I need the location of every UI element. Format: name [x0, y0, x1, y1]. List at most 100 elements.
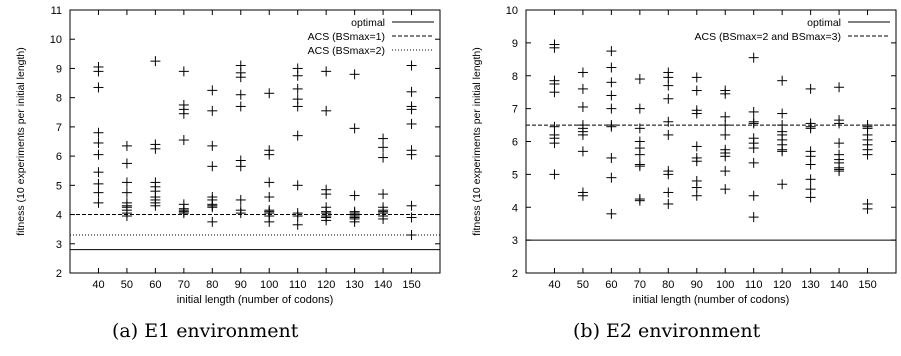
c1-point-0-9	[549, 169, 560, 180]
c1-point-1-0	[577, 67, 588, 78]
c0-ytick-label-3: 5	[56, 180, 62, 192]
c1-point-3-2	[634, 123, 645, 134]
c1-point-7-3	[748, 118, 759, 129]
c0-point-11-6	[406, 149, 417, 160]
c1-point-1-1	[577, 83, 588, 94]
c1-point-7-9	[748, 212, 759, 223]
c0-xtick-label-10: 140	[374, 279, 392, 291]
c1-point-3-9	[634, 195, 645, 206]
c0-point-10-9	[378, 213, 389, 224]
c0-point-9-0	[349, 69, 360, 80]
c0-point-0-6	[93, 167, 104, 178]
c0-point-1-3	[121, 187, 132, 198]
c0-point-5-9	[235, 208, 246, 219]
c1-point-2-9	[606, 208, 617, 219]
c1-ytick-label-3: 5	[512, 169, 518, 181]
c1-xtick-label-0: 40	[548, 279, 560, 291]
c1-point-9-9	[805, 192, 816, 203]
c1-xtick-label-10: 140	[830, 279, 848, 291]
c0-ytick-label-5: 7	[56, 122, 62, 134]
c1-ytick-label-1: 3	[512, 235, 518, 247]
c1-ytick-label-8: 10	[506, 5, 518, 17]
c1-point-5-3	[691, 108, 702, 119]
c1-point-7-6	[748, 143, 759, 154]
c1-xtick-label-4: 80	[662, 279, 674, 291]
c0-point-11-8	[406, 212, 417, 223]
c0-point-0-3	[93, 127, 104, 138]
c0-point-0-4	[93, 137, 104, 148]
c1-point-5-6	[691, 156, 702, 167]
c0-ytick-label-2: 4	[56, 210, 62, 222]
c0-xtick-label-5: 90	[235, 279, 247, 291]
c1-point-4-2	[663, 80, 674, 91]
chart-e1: 2 3 4 5 6 7 8 9 10 11 40 50 60 70 80 90 100 110 120 130 140 1…	[15, 5, 441, 306]
c1-point-1-6	[577, 129, 588, 140]
c0-point-5-4	[235, 101, 246, 112]
c0-point-6-2	[264, 149, 275, 160]
c0-point-0-7	[93, 178, 104, 189]
c1-xtick-label-11: 150	[858, 279, 876, 291]
c1-point-8-9	[777, 179, 788, 190]
c0-xtick-label-11: 150	[402, 279, 420, 291]
c0-point-4-1	[207, 105, 218, 116]
c0-point-7-2	[292, 83, 303, 94]
c1-point-8-1	[777, 108, 788, 119]
c0-point-8-0	[321, 66, 332, 77]
c0-point-4-8	[207, 202, 218, 213]
c0-point-5-7	[235, 194, 246, 205]
c1-xtick-label-9: 130	[801, 279, 819, 291]
c0-xtick-label-3: 70	[178, 279, 190, 291]
c1-point-9-6	[805, 159, 816, 170]
c0-point-11-9	[406, 230, 417, 241]
c1-point-7-7	[748, 157, 759, 168]
c1-point-0-1	[549, 42, 560, 53]
c0-xtick-label-0: 40	[92, 279, 104, 291]
c1-xtick-label-3: 70	[634, 279, 646, 291]
c1-point-4-8	[663, 187, 674, 198]
c1-point-10-2	[834, 118, 845, 129]
c1-ytick-label-5: 7	[512, 104, 518, 116]
c0-point-11-4	[406, 118, 417, 129]
c1-ytick-label-2: 4	[512, 202, 518, 214]
c1-point-0-8	[549, 138, 560, 149]
c1-point-6-8	[720, 166, 731, 177]
c1-point-5-9	[691, 190, 702, 201]
c0-point-0-9	[93, 197, 104, 208]
c1-point-10-0	[834, 82, 845, 93]
c0-ytick-label-0: 2	[56, 268, 62, 280]
c1-point-7-0	[748, 52, 759, 63]
c0-y-axis-label: fitness (10 experiments per initial leng…	[15, 47, 27, 236]
c0-point-7-6	[292, 180, 303, 191]
c1-point-5-1	[691, 85, 702, 96]
c0-point-7-4	[292, 101, 303, 112]
c0-point-10-3	[378, 189, 389, 200]
c1-point-1-7	[577, 146, 588, 157]
c0-legend-label-0: optimal	[351, 17, 385, 29]
c1-point-4-5	[663, 129, 674, 140]
c1-ytick-label-6: 8	[512, 71, 518, 83]
c1-point-4-4	[663, 116, 674, 127]
c1-plot-frame	[525, 9, 897, 274]
c1-point-2-0	[606, 46, 617, 57]
c0-xtick-label-6: 100	[260, 279, 278, 291]
c0-point-3-3	[178, 108, 189, 119]
c0-point-6-0	[264, 88, 275, 99]
c0-point-2-9	[150, 200, 161, 211]
c1-point-3-0	[634, 74, 645, 85]
c0-point-1-1	[121, 158, 132, 169]
c0-point-6-3	[264, 177, 275, 188]
c1-point-8-0	[777, 75, 788, 86]
c1-point-1-9	[577, 190, 588, 201]
c1-point-10-9	[834, 166, 845, 177]
c0-ytick-label-8: 10	[50, 34, 62, 46]
c1-point-1-2	[577, 101, 588, 112]
c1-point-7-8	[748, 190, 759, 201]
c0-point-9-1	[349, 123, 360, 134]
c0-xtick-label-1: 50	[121, 279, 133, 291]
c0-point-6-9	[264, 216, 275, 227]
c0-point-7-9	[292, 219, 303, 230]
c0-legend-label-1: ACS (BSmax=1)	[308, 31, 385, 43]
c1-xtick-label-5: 90	[691, 279, 703, 291]
c1-ytick-label-4: 6	[512, 137, 518, 149]
c1-point-2-1	[606, 62, 617, 73]
